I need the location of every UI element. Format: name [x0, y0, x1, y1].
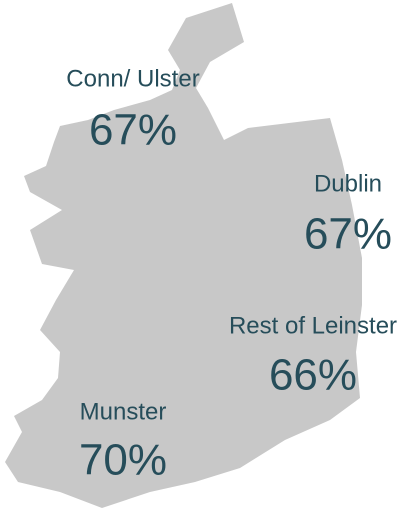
region-value: 66% — [269, 351, 357, 400]
region-name: Munster — [80, 398, 167, 425]
ireland-outline — [5, 3, 362, 508]
region-value: 67% — [304, 210, 392, 259]
region-name: Dublin — [314, 170, 382, 197]
region-labels: Conn/ Ulster 67% Dublin 67% Rest of Leinster… — [66, 65, 397, 484]
region-value: 67% — [89, 106, 177, 155]
region-name: Conn/ Ulster — [66, 65, 199, 92]
region-value: 70% — [79, 436, 167, 485]
region-name: Rest of Leinster — [229, 312, 397, 339]
